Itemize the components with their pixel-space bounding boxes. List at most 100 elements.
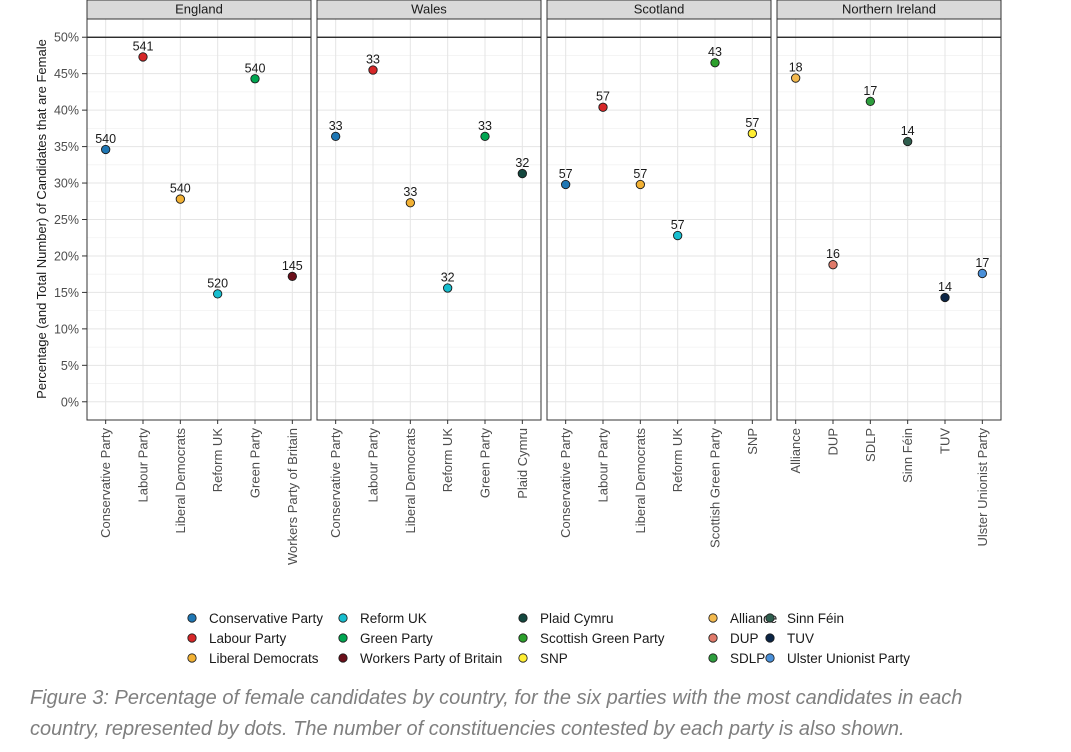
panel-border: [316, 18, 542, 421]
facet-title: England: [175, 2, 223, 17]
data-point: [517, 168, 527, 179]
x-tick-label: Liberal Democrats: [633, 428, 648, 534]
data-point: [710, 58, 720, 68]
x-tick-label: Conservative Party: [98, 428, 113, 538]
legend-label: Alliance: [730, 611, 777, 626]
x-tick-label: Labour Party: [366, 428, 381, 503]
x-tick-label: Reform UK: [210, 428, 225, 493]
facet-title: Scotland: [634, 2, 685, 17]
y-tick-label: 45%: [54, 67, 79, 81]
data-point: [175, 194, 185, 204]
data-label: 17: [975, 256, 989, 270]
panel-border: [546, 18, 772, 421]
x-tick-label: Labour Party: [136, 428, 151, 503]
panel-border: [86, 18, 312, 421]
y-tick-label: 20%: [54, 249, 79, 263]
data-point: [903, 136, 913, 147]
legend-label: Workers Party of Britain: [360, 651, 502, 666]
data-point: [865, 96, 875, 107]
data-point: [368, 65, 378, 75]
data-label: 540: [170, 182, 191, 196]
data-label: 32: [441, 271, 455, 285]
data-label: 14: [901, 124, 915, 138]
x-tick-label: Conservative Party: [558, 428, 573, 538]
data-point: [287, 271, 297, 282]
legend-label: TUV: [787, 631, 814, 646]
legend-label: Plaid Cymru: [540, 611, 614, 626]
data-point: [101, 144, 111, 155]
legend-swatch: [187, 653, 197, 663]
data-label: 145: [282, 259, 303, 273]
data-label: 540: [245, 61, 266, 75]
data-label: 57: [745, 116, 759, 130]
legend-label: SNP: [540, 651, 568, 666]
y-tick-label: 10%: [54, 322, 79, 336]
data-label: 14: [938, 280, 952, 294]
x-tick-label: Liberal Democrats: [403, 428, 418, 534]
data-point: [791, 73, 801, 83]
x-tick-label: Green Party: [478, 428, 493, 499]
y-tick-label: 50%: [54, 31, 79, 45]
legend-swatch: [708, 613, 718, 623]
x-tick-label: Sinn Féin: [900, 428, 915, 483]
x-tick-label: SNP: [745, 428, 760, 455]
data-point: [331, 131, 341, 142]
data-label: 57: [633, 167, 647, 181]
x-tick-label: Alliance: [788, 428, 803, 474]
legend-label: Conservative Party: [209, 611, 323, 626]
data-label: 540: [95, 132, 116, 146]
x-tick-label: Ulster Unionist Party: [975, 428, 990, 547]
data-label: 57: [671, 218, 685, 232]
data-point: [635, 179, 645, 190]
y-axis-title: Percentage (and Total Number) of Candida…: [34, 39, 49, 399]
legend-swatch: [338, 653, 348, 663]
data-point: [250, 74, 260, 84]
data-label: 33: [478, 119, 492, 133]
x-tick-label: Reform UK: [670, 428, 685, 493]
data-point: [561, 179, 571, 190]
x-tick-label: Scottish Green Party: [708, 428, 723, 548]
data-label: 520: [207, 276, 228, 290]
x-tick-label: Workers Party of Britain: [285, 428, 300, 565]
legend-swatch: [187, 613, 197, 623]
legend-label: DUP: [730, 631, 759, 646]
data-label: 16: [826, 247, 840, 261]
data-point: [443, 283, 453, 293]
legend-swatch: [187, 633, 197, 643]
y-tick-label: 5%: [61, 359, 79, 373]
faceted-dot-chart: Percentage (and Total Number) of Candida…: [34, 0, 1002, 666]
x-tick-label: Conservative Party: [328, 428, 343, 538]
data-point: [213, 289, 223, 299]
legend-swatch: [518, 613, 528, 623]
legend-swatch: [765, 613, 775, 623]
x-tick-label: SDLP: [863, 428, 878, 462]
legend-swatch: [765, 653, 775, 663]
legend-label: Reform UK: [360, 611, 427, 626]
data-label: 33: [329, 119, 343, 133]
data-label: 43: [708, 45, 722, 59]
data-point: [747, 128, 757, 139]
legend-swatch: [518, 653, 528, 663]
caption-line-2: country, represented by dots. The number…: [30, 718, 905, 740]
x-tick-label: Labour Party: [596, 428, 611, 503]
y-tick-label: 30%: [54, 177, 79, 191]
x-tick-label: Green Party: [248, 428, 263, 499]
data-point: [598, 102, 608, 112]
data-label: 18: [789, 61, 803, 75]
data-label: 541: [133, 39, 154, 53]
legend-label: SDLP: [730, 651, 765, 666]
legend-swatch: [338, 613, 348, 623]
x-tick-label: Liberal Democrats: [173, 428, 188, 534]
legend-swatch: [338, 633, 348, 643]
x-tick-label: Plaid Cymru: [515, 428, 530, 499]
data-label: 57: [559, 167, 573, 181]
x-tick-label: DUP: [826, 428, 841, 455]
data-point: [405, 198, 415, 208]
legend-label: Labour Party: [209, 631, 287, 646]
y-tick-label: 0%: [61, 395, 79, 409]
x-tick-label: Reform UK: [440, 428, 455, 493]
y-tick-label: 35%: [54, 140, 79, 154]
legend-label: Ulster Unionist Party: [787, 651, 910, 666]
data-point: [673, 230, 683, 241]
panel-border: [776, 18, 1002, 421]
